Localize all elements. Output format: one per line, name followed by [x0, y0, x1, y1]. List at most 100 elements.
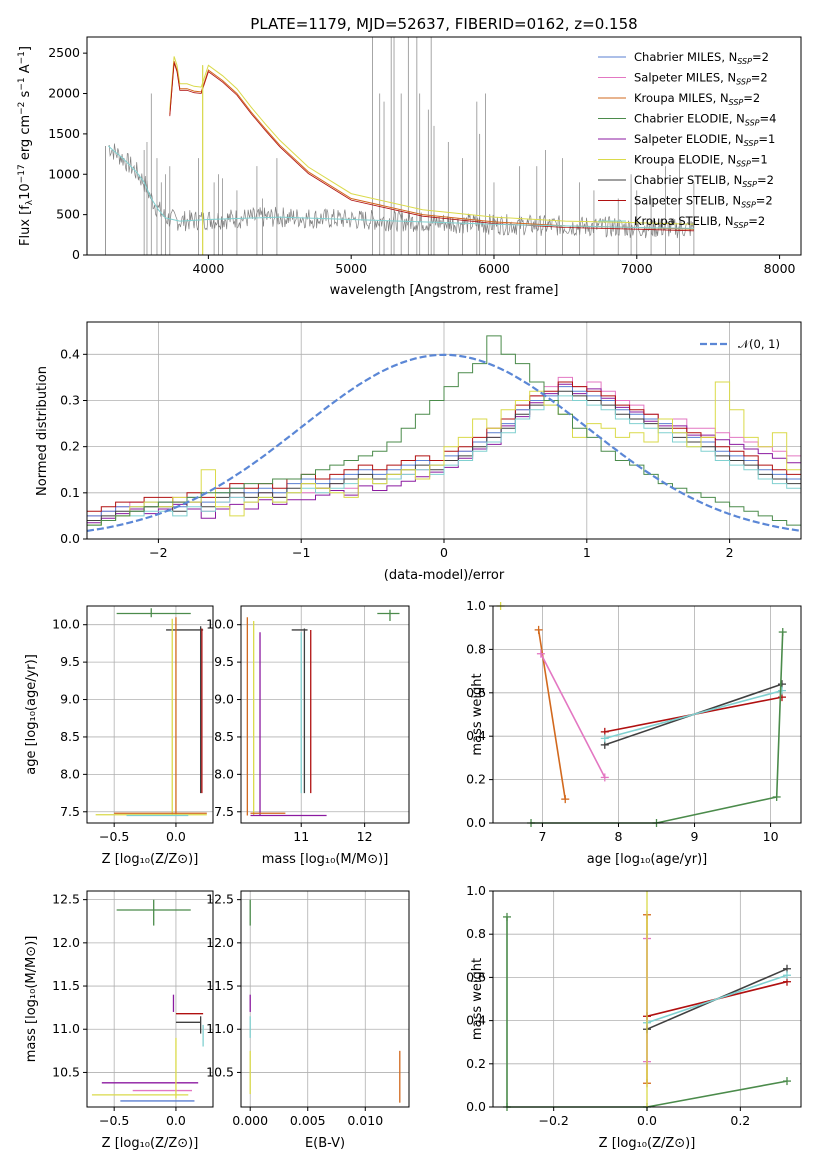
residuals-ytick-label: 0.0: [60, 531, 80, 546]
age_vs_z-xlabel: Z [log₁₀(Z/Z⊙)]: [102, 852, 199, 867]
weight_vs_age-xtick-label: 8: [615, 829, 623, 844]
weight_vs_z-ytick-label: 0.2: [466, 1056, 486, 1071]
weight_vs_age-panel: 7 8 9 10 0.0 0.2 0.4 0.6 0.8 1.0 age [log₁₀(age/yr…: [466, 598, 802, 867]
weight_vs_z-xtick-label: −0.2: [538, 1113, 568, 1128]
mass_vs_z-ytick-label: 11.5: [52, 978, 80, 993]
weight_vs_z-ytick-label: 0.6: [466, 969, 486, 984]
age_vs_mass-ytick-label: 7.5: [214, 804, 234, 819]
age_vs_z-ytick-label: 9.5: [60, 654, 80, 669]
weight_vs_z-panel: −0.2 0.0 0.2 0.0 0.2 0.4 0.6 0.8 1.0 Z [log₁₀(Z/Z…: [466, 883, 802, 1151]
spectrum-xtick-label: 6000: [478, 261, 510, 276]
legend-label: Salpeter ELODIE, NSSP=1: [634, 132, 775, 148]
age_vs_mass-frame: [240, 605, 410, 824]
line-kroupa-stelib: [604, 689, 783, 740]
mass_vs_z-ylabel: mass [log₁₀(M/M⊙)]: [24, 936, 39, 1063]
age_vs_mass-ytick-label: 8.5: [214, 729, 234, 744]
spectrum-xtick-label: 7000: [621, 261, 653, 276]
spectrum-frame: [86, 36, 802, 256]
weight_vs_age-frame: [492, 605, 802, 824]
mass_vs_z-ytick-label: 12.5: [52, 892, 80, 907]
weight_vs_age-xlabel: age [log₁₀(age/yr)]: [587, 852, 708, 867]
hist-chabrier-elodie: [87, 335, 801, 526]
residuals-xtick-label: 1: [583, 545, 591, 560]
mass_vs_z-xlabel: Z [log₁₀(Z/Z⊙)]: [102, 1136, 199, 1151]
spectrum-ytick-label: 1000: [48, 166, 80, 181]
mass_vs_z-panel: −0.5 0.0 10.5 11.0 11.5 12.0 12.5 Z [log₁₀(Z/Z⊙…: [24, 890, 214, 1151]
weight_vs_age-ytick-label: 0.0: [466, 815, 486, 830]
mass_vs_ebv-xtick-label: 0.000: [232, 1113, 268, 1128]
model-kroupa-stelib: [108, 145, 694, 229]
spectrum-xtick-label: 4000: [192, 261, 224, 276]
age_vs_z-ytick-label: 8.0: [60, 766, 80, 781]
mass_vs_ebv-ytick-label: 11.0: [206, 1021, 234, 1036]
hist-chabrier-stelib: [87, 390, 801, 521]
age_vs_z-panel: −0.5 0.0 7.5 8.0 8.5 9.0 9.5 10.0 Z [log₁₀(Z/Z⊙)…: [24, 605, 214, 867]
weight_vs_z-xlabel: Z [log₁₀(Z/Z⊙)]: [599, 1136, 696, 1151]
weight_vs_age-ytick-label: 0.2: [466, 772, 486, 787]
gaussian-curve: [86, 353, 802, 532]
age_vs_mass-xtick-label: 11: [293, 829, 309, 844]
spectrum-ytick-label: 1500: [48, 126, 80, 141]
age_vs_z-xtick-label: 0.0: [166, 829, 186, 844]
weight_vs_age-ytick-label: 0.4: [466, 728, 486, 743]
mass_vs_ebv-panel: 0.000 0.005 0.010 10.5 11.0 11.5 12.0 12.5 E(B-V…: [206, 890, 410, 1151]
spectrum-ytick-label: 500: [56, 207, 80, 222]
legend-label: Chabrier MILES, NSSP=2: [634, 50, 769, 66]
mass_vs_ebv-ytick-label: 10.5: [206, 1064, 234, 1079]
weight_vs_z-ylabel: mass weight: [470, 958, 485, 1040]
mass_vs_ebv-xtick-label: 0.005: [290, 1113, 326, 1128]
age_vs_z-xtick-label: −0.5: [99, 829, 129, 844]
spectrum-ytick-label: 0: [72, 247, 80, 262]
mass_vs_z-ytick-label: 10.5: [52, 1064, 80, 1079]
residuals-xtick-label: −1: [292, 545, 310, 560]
weight_vs_z-xtick-label: 0.2: [730, 1113, 750, 1128]
model-kroupa-elodie: [169, 56, 694, 225]
weight_vs_age-xtick-label: 10: [763, 829, 779, 844]
legend-label: Kroupa ELODIE, NSSP=1: [634, 153, 768, 169]
spectrum-xtick-label: 8000: [764, 261, 796, 276]
residuals-xtick-label: 0: [440, 545, 448, 560]
legend-label: Chabrier STELIB, NSSP=2: [634, 173, 774, 189]
mass_vs_ebv-ytick-label: 12.0: [206, 935, 234, 950]
age_vs_z-ylabel: age [log₁₀(age/yr)]: [24, 654, 39, 775]
mass_vs_z-ytick-label: 12.0: [52, 935, 80, 950]
age_vs_z-frame: [86, 605, 214, 824]
mass_vs_z-frame: [86, 890, 214, 1108]
age_vs_mass-xlabel: mass [log₁₀(M/M⊙)]: [262, 852, 389, 867]
spectrum-ytick-label: 2500: [48, 45, 80, 60]
residuals-ytick-label: 0.2: [60, 439, 80, 454]
residuals-ylabel: Normed distribution: [35, 366, 50, 496]
mass_vs_z-ytick-label: 11.0: [52, 1021, 80, 1036]
age_vs_z-ytick-label: 8.5: [60, 729, 80, 744]
age_vs_mass-panel: 11 12 7.5 8.0 8.5 9.0 9.5 10.0 mass [log₁₀(M/M⊙)…: [206, 605, 410, 867]
hist-kroupa-stelib: [87, 395, 801, 526]
residuals-xtick-label: −2: [149, 545, 167, 560]
residuals-ytick-label: 0.4: [60, 346, 80, 361]
mass_vs_ebv-ytick-label: 11.5: [206, 978, 234, 993]
mass_vs_ebv-ytick-label: 12.5: [206, 892, 234, 907]
spectrum-xlabel: wavelength [Angstrom, rest frame]: [330, 283, 559, 298]
residuals-panel: −2 −1 0 1 2 0.0 0.1 0.2 0.3 0.4 (data-model)/erro…: [35, 321, 802, 583]
weight_vs_age-ytick-label: 0.8: [466, 641, 486, 656]
mass_vs_ebv-xtick-label: 0.010: [347, 1113, 383, 1128]
spectrum-ytick-label: 2000: [48, 86, 80, 101]
mass_vs_z-marks: [91, 899, 204, 1102]
weight_vs_z-ytick-label: 0.0: [466, 1099, 486, 1114]
residuals-xlabel: (data-model)/error: [384, 568, 505, 583]
age_vs_z-ytick-label: 9.0: [60, 692, 80, 707]
hist-kroupa-elodie: [87, 381, 801, 526]
mass_vs_z-xtick-label: 0.0: [166, 1113, 186, 1128]
spectrum-ylabel: Flux [fλ10−17 erg cm−2 s−1 A−1]: [17, 46, 35, 246]
mass_vs_ebv-marks: [249, 899, 401, 1103]
legend-label: Chabrier ELODIE, NSSP=4: [634, 112, 776, 128]
age_vs_mass-ytick-label: 10.0: [206, 617, 234, 632]
weight_vs_age-ytick-label: 0.6: [466, 685, 486, 700]
spectrum-legend: Chabrier MILES, NSSP=2 Salpeter MILES, NS…: [598, 50, 776, 230]
spectrum-panel: PLATE=1179, MJD=52637, FIBERID=0162, z=0…: [17, 15, 802, 298]
mass_vs_ebv-frame: [240, 890, 410, 1108]
age_vs_z-marks: [95, 608, 207, 817]
weight_vs_z-ytick-label: 0.4: [466, 1013, 486, 1028]
line-kroupa-stelib: [646, 974, 788, 1024]
weight_vs_age-ylabel: mass weight: [470, 673, 485, 755]
